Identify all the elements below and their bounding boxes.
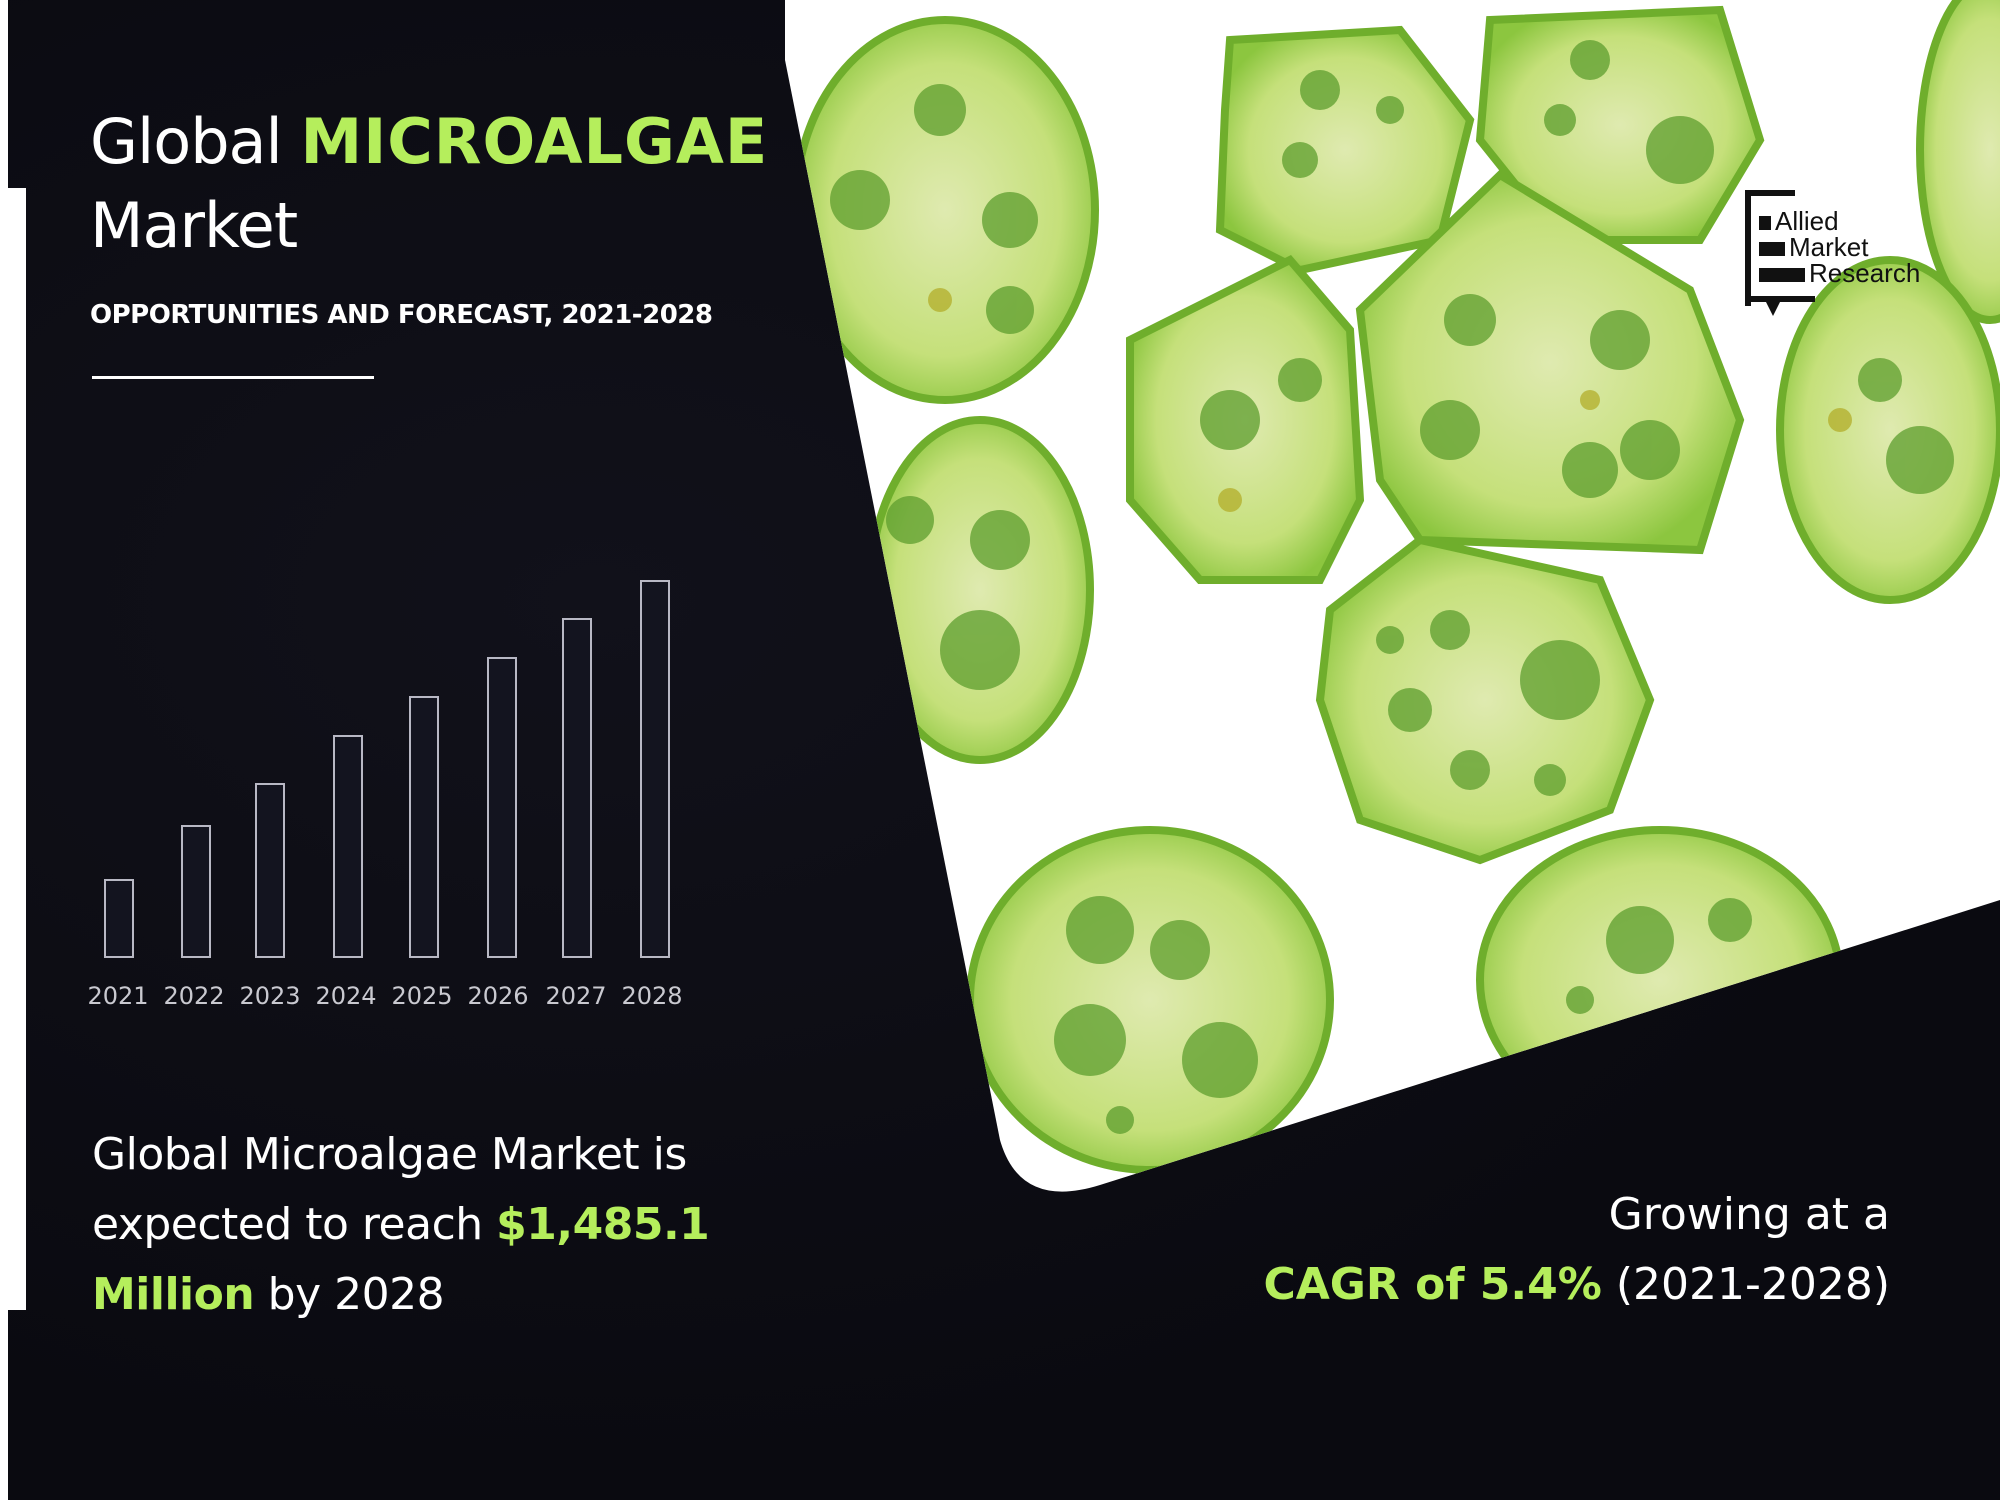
title-prefix: Global (90, 105, 283, 178)
market-size-statement: Global Microalgae Market is expected to … (92, 1120, 710, 1330)
allied-market-research-logo: Allied Market Research (1745, 190, 1925, 320)
title-divider (92, 376, 374, 379)
logo-frame-bottom (1745, 296, 1815, 302)
bar-2028 (640, 580, 670, 958)
page-title: Global MICROALGAE Market (90, 100, 768, 268)
statement-line-2: expected to reach (92, 1199, 483, 1250)
cagr-period: (2021-2028) (1615, 1259, 1890, 1310)
bar-2023 (255, 783, 285, 958)
statement-line-1: Global Microalgae Market is (92, 1129, 687, 1180)
x-tick-label: 2027 (545, 982, 607, 1010)
cagr-line-1: Growing at a (1608, 1189, 1890, 1240)
logo-bar-3 (1759, 268, 1805, 282)
x-tick-label: 2022 (163, 982, 225, 1010)
x-tick-label: 2023 (239, 982, 301, 1010)
logo-text-line-1: Allied (1775, 206, 1839, 236)
logo-text-line-3: Research (1809, 258, 1921, 288)
bar-2026 (487, 657, 517, 958)
title-suffix: Market (90, 189, 298, 262)
logo-speech-tail-icon (1765, 300, 1781, 316)
page-subtitle: OPPORTUNITIES AND FORECAST, 2021-2028 (90, 300, 713, 330)
logo-frame (1745, 190, 1771, 306)
bar-2021 (104, 879, 134, 958)
bar-2027 (562, 618, 592, 958)
bar-2025 (409, 696, 439, 958)
x-tick-label: 2026 (467, 982, 529, 1010)
market-value: $1,485.1 (496, 1199, 710, 1250)
x-tick-label: 2025 (391, 982, 453, 1010)
bar-2022 (181, 825, 211, 958)
x-tick-label: 2028 (621, 982, 683, 1010)
logo-bar-1 (1759, 216, 1771, 230)
bar-2024 (333, 735, 363, 958)
bar-chart: 2021 2022 2023 2024 2025 2026 2027 2028 (60, 560, 700, 1020)
cagr-statement: Growing at a CAGR of 5.4% (2021-2028) (1263, 1180, 1890, 1320)
market-value-unit: Million (92, 1269, 255, 1320)
logo-text-line-2: Market (1789, 232, 1869, 262)
cagr-value: CAGR of 5.4% (1263, 1259, 1602, 1310)
left-edge-tab (0, 188, 26, 1310)
title-highlight: MICROALGAE (300, 105, 769, 178)
logo-bar-2 (1759, 242, 1785, 256)
x-tick-label: 2021 (87, 982, 149, 1010)
x-tick-label: 2024 (315, 982, 377, 1010)
statement-line-3: by 2028 (267, 1269, 445, 1320)
